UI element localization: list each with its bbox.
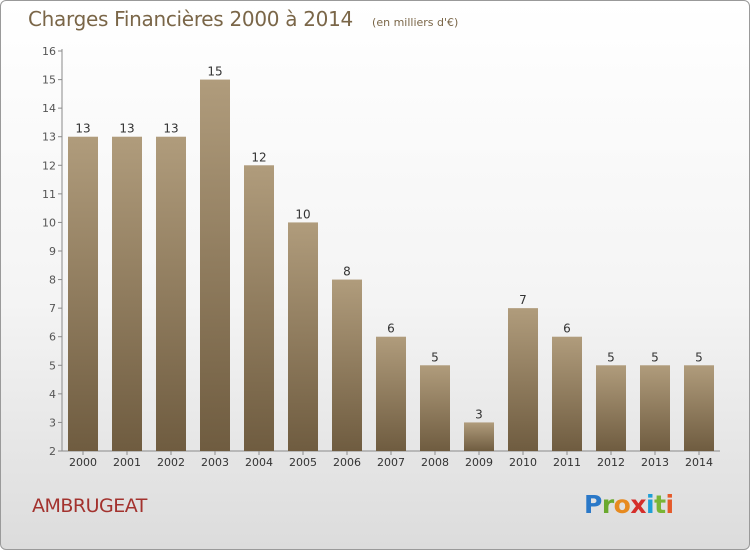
logo-letter: x: [630, 490, 646, 519]
logo-letter: o: [613, 490, 631, 519]
bar-2001: [112, 136, 142, 451]
value-label-2007: 6: [387, 322, 395, 336]
bar-2014: [684, 365, 714, 451]
x-tick-label-2002: 2002: [157, 456, 185, 469]
bar-2003: [200, 79, 230, 452]
value-label-2008: 5: [431, 350, 439, 364]
chart-subtitle: (en milliers d'€): [372, 16, 459, 29]
y-tick-label: 6: [49, 331, 56, 344]
y-tick-label: 4: [49, 388, 56, 401]
value-label-2006: 8: [343, 265, 351, 279]
commune-name: AMBRUGEAT: [32, 495, 147, 517]
y-tick-label: 13: [42, 131, 56, 144]
y-tick-label: 5: [49, 359, 56, 372]
bar-2004: [244, 165, 274, 452]
y-tick-label: 3: [49, 416, 56, 429]
logo-letter: i: [665, 490, 675, 519]
x-tick-label-2014: 2014: [685, 456, 713, 469]
y-tick-label: 9: [49, 245, 56, 258]
bar-2008: [420, 365, 450, 451]
y-tick-label: 2: [49, 445, 56, 458]
bar-2009: [464, 422, 494, 451]
chart-title: Charges Financières 2000 à 2014: [28, 7, 353, 31]
value-label-2000: 13: [75, 122, 90, 136]
x-tick-label-2010: 2010: [509, 456, 537, 469]
value-label-2013: 5: [651, 350, 659, 364]
logo-letter: t: [654, 490, 666, 519]
value-label-2014: 5: [695, 350, 703, 364]
y-tick-label: 11: [42, 188, 56, 201]
value-label-2002: 13: [163, 122, 178, 136]
bar-2007: [376, 336, 406, 451]
value-label-2004: 12: [251, 150, 266, 164]
proxiti-logo[interactable]: Proxiti: [584, 490, 674, 519]
y-tick-label: 15: [42, 74, 56, 87]
y-tick-label: 14: [42, 102, 56, 115]
x-tick-label-2003: 2003: [201, 456, 229, 469]
value-label-2012: 5: [607, 350, 615, 364]
x-tick-label-2009: 2009: [465, 456, 493, 469]
logo-letter: P: [584, 490, 602, 519]
value-label-2003: 15: [207, 65, 222, 79]
chart-title-block: Charges Financières 2000 à 2014 (en mill…: [28, 7, 458, 31]
y-tick-label: 16: [42, 45, 56, 58]
value-label-2001: 13: [119, 122, 134, 136]
logo-letter: i: [646, 490, 655, 519]
bar-2000: [68, 136, 98, 451]
bar-2005: [288, 222, 318, 451]
x-tick-label-2001: 2001: [113, 456, 141, 469]
x-tick-label-2000: 2000: [69, 456, 97, 469]
x-tick-label-2007: 2007: [377, 456, 405, 469]
y-tick-label: 12: [42, 159, 56, 172]
value-label-2010: 7: [519, 293, 527, 307]
value-label-2011: 6: [563, 322, 571, 336]
y-tick-label: 10: [42, 216, 56, 229]
x-tick-label-2004: 2004: [245, 456, 273, 469]
x-tick-label-2011: 2011: [553, 456, 581, 469]
bar-2011: [552, 336, 582, 451]
y-tick-label: 8: [49, 274, 56, 287]
x-tick-label-2008: 2008: [421, 456, 449, 469]
x-tick-label-2013: 2013: [641, 456, 669, 469]
value-label-2005: 10: [295, 207, 310, 221]
bar-2013: [640, 365, 670, 451]
bar-2010: [508, 308, 538, 451]
bar-2002: [156, 136, 186, 451]
x-tick-label-2012: 2012: [597, 456, 625, 469]
logo-letter: r: [601, 490, 614, 519]
y-tick-label: 7: [49, 302, 56, 315]
x-tick-label-2006: 2006: [333, 456, 361, 469]
value-label-2009: 3: [475, 407, 483, 421]
bar-2012: [596, 365, 626, 451]
x-tick-label-2005: 2005: [289, 456, 317, 469]
bar-2006: [332, 279, 362, 451]
